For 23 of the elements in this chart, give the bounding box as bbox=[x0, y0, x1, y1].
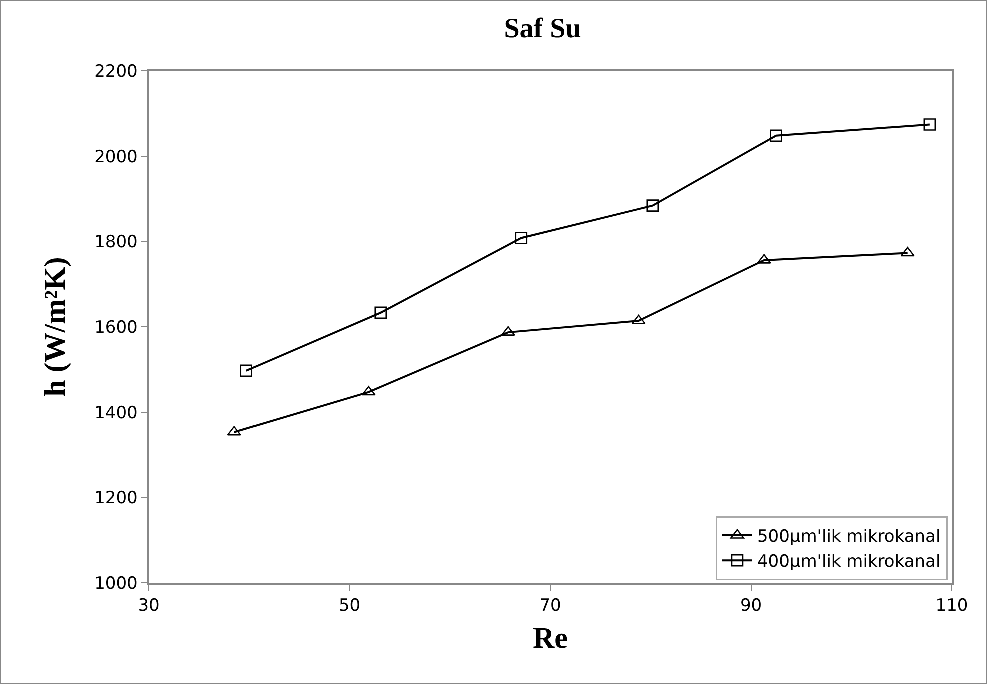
legend-label: 400µm'lik mikrokanal bbox=[757, 552, 941, 572]
y-tick-label: 1000 bbox=[94, 574, 138, 594]
legend-label: 500µm'lik mikrokanal bbox=[757, 527, 941, 548]
x-tick-label: 110 bbox=[936, 596, 968, 616]
chart-title: Saf Su bbox=[504, 14, 582, 45]
point bbox=[240, 364, 253, 378]
point bbox=[770, 130, 782, 142]
point bbox=[515, 232, 528, 244]
x-tick-label: 70 bbox=[540, 596, 562, 616]
point bbox=[374, 306, 388, 320]
x-axis-title: Re bbox=[533, 622, 568, 656]
y-axis-title: h (W/m²K) bbox=[39, 257, 72, 397]
x-tick-label: 30 bbox=[138, 596, 160, 616]
y-tick-label: 2200 bbox=[94, 62, 138, 82]
x-tick-label: 50 bbox=[338, 596, 361, 616]
y-tick-label: 2000 bbox=[94, 147, 138, 168]
point bbox=[646, 200, 660, 212]
y-tick-label: 1400 bbox=[94, 403, 138, 424]
point bbox=[924, 118, 936, 131]
y-tick-label: 1600 bbox=[94, 318, 138, 338]
y-tick-label: 1200 bbox=[94, 488, 138, 509]
y-tick-label: 1800 bbox=[94, 232, 138, 253]
x-tick-label: 90 bbox=[740, 596, 762, 616]
